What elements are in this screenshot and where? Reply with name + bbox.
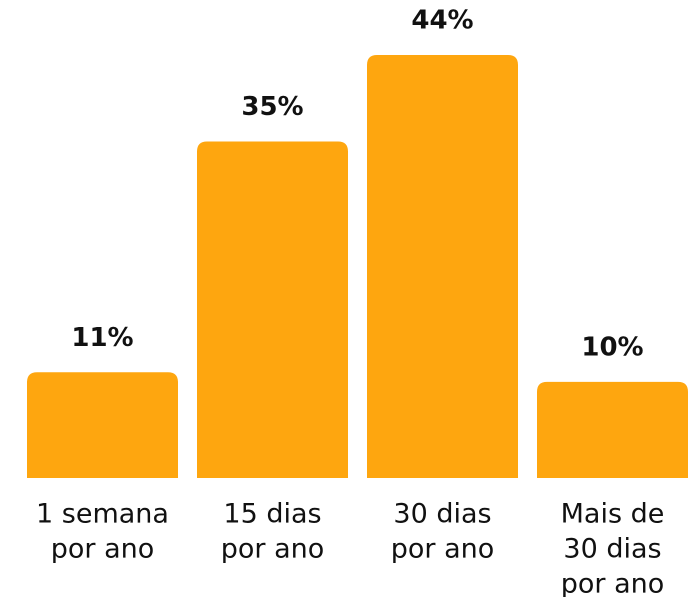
category-label: por ano <box>561 569 665 597</box>
bar <box>537 381 688 478</box>
bar <box>367 55 518 478</box>
category-label: Mais de <box>561 499 665 530</box>
value-label: 35% <box>241 92 303 122</box>
value-label: 10% <box>581 332 643 362</box>
value-label: 44% <box>411 6 473 36</box>
category-label: por ano <box>391 534 495 565</box>
category-label: por ano <box>221 534 325 565</box>
category-label: 30 dias <box>393 499 491 530</box>
category-label: por ano <box>51 534 155 565</box>
bar <box>197 141 348 479</box>
category-label: 30 dias <box>563 534 661 565</box>
category-label: 1 semana <box>36 499 169 530</box>
value-label: 11% <box>71 323 133 353</box>
category-label: 15 dias <box>223 499 321 530</box>
bar <box>27 372 178 478</box>
